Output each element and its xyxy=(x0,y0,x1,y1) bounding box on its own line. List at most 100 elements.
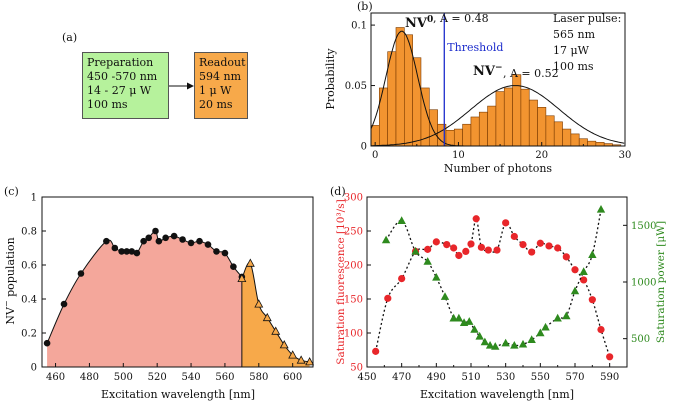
x-tick-label-c: 600 xyxy=(283,372,302,383)
fluorescence-marker xyxy=(477,243,485,251)
fluorescence-marker xyxy=(536,239,544,247)
y-tick-label-b: 0 xyxy=(361,142,367,153)
y-left-tick-label-d: 200 xyxy=(344,261,363,272)
power-marker xyxy=(518,339,528,348)
x-axis-label-c: Excitation wavelength [nm] xyxy=(101,388,255,401)
triangle-marker xyxy=(279,340,289,349)
nv0-label: NV0 xyxy=(405,15,433,31)
nvm-label: NV− xyxy=(473,63,503,79)
x-tick-label-b: 0 xyxy=(372,150,378,161)
plot-frame-c xyxy=(41,196,314,368)
triangle-marker xyxy=(254,299,264,308)
fluorescence-marker xyxy=(588,296,596,304)
power-marker xyxy=(562,311,571,320)
y-right-tick-label-d: 500 xyxy=(631,334,650,345)
x-tick-label-b: 10 xyxy=(452,150,465,161)
power-marker xyxy=(588,250,597,258)
circle-marker xyxy=(128,248,136,255)
fluorescence-marker xyxy=(493,246,501,254)
circle-marker xyxy=(155,237,163,245)
nvm-amplitude: , A = 0.52 xyxy=(503,67,559,80)
circle-marker xyxy=(60,300,68,308)
dotted-curve-right xyxy=(385,209,602,348)
fluorescence-marker xyxy=(384,294,392,302)
fluorescence-marker xyxy=(372,347,380,355)
x-tick-label-d: 450 xyxy=(357,372,376,383)
power-marker xyxy=(541,322,550,331)
fluorescence-marker xyxy=(424,245,432,253)
laser-pulse-line: 100 ms xyxy=(553,60,594,73)
y-left-tick-label-d: 250 xyxy=(344,227,363,238)
x-tick-label-b: 30 xyxy=(619,150,632,161)
readout-line2: 1 μ W xyxy=(199,84,232,97)
power-marker xyxy=(570,286,580,295)
triangle-marker xyxy=(288,350,298,359)
circle-marker xyxy=(213,248,220,255)
readout-box: Readout 594 nm 1 μ W 20 ms xyxy=(194,52,248,119)
x-tick-label-d: 550 xyxy=(531,372,550,383)
x-tick-label-c: 460 xyxy=(46,372,65,383)
preparation-title: Preparation xyxy=(87,56,154,69)
triangle-marker xyxy=(245,258,255,267)
circle-marker xyxy=(221,249,229,257)
preparation-line2: 14 - 27 μ W xyxy=(87,84,152,97)
circle-marker xyxy=(103,237,110,245)
circle-marker xyxy=(77,270,85,277)
triangle-marker xyxy=(271,326,281,335)
power-marker xyxy=(432,272,441,281)
x-tick-label-d: 530 xyxy=(496,372,515,383)
y-tick-label-c: 0 xyxy=(31,363,37,374)
readout-title: Readout xyxy=(199,56,246,69)
preparation-box: Preparation 450 -570 nm 14 - 27 μ W 100 … xyxy=(82,52,169,119)
power-marker xyxy=(465,317,474,325)
circle-marker xyxy=(204,241,212,248)
power-marker xyxy=(440,292,450,300)
circle-marker xyxy=(170,232,178,240)
nvm-fit-curve xyxy=(371,85,625,147)
x-tick-label-d: 570 xyxy=(565,372,584,383)
x-axis-label-d: Excitation wavelength [nm] xyxy=(420,388,574,401)
fluorescence-marker xyxy=(528,248,536,256)
fluorescence-marker xyxy=(545,242,553,250)
x-tick-label-d: 590 xyxy=(600,372,619,383)
power-marker xyxy=(397,216,406,224)
circle-marker xyxy=(133,249,141,257)
y-tick-label-c: 0.2 xyxy=(21,329,37,340)
y-left-tick-label-d: 100 xyxy=(344,329,363,340)
power-marker xyxy=(485,340,495,349)
x-tick-label-c: 480 xyxy=(80,372,99,383)
y-right-tick-label-d: 1000 xyxy=(631,278,656,289)
circle-marker xyxy=(43,339,51,347)
plot-frame-b xyxy=(370,12,626,147)
x-tick-label-d: 490 xyxy=(427,372,446,383)
circle-marker xyxy=(187,239,195,247)
y-axis-label-c: NV− population xyxy=(2,237,17,324)
power-marker xyxy=(527,335,536,343)
circle-marker xyxy=(118,248,125,255)
panel-d-label: (d) xyxy=(330,185,346,198)
threshold-label: Threshold xyxy=(447,41,503,54)
power-marker xyxy=(536,328,545,337)
x-tick-label-d: 470 xyxy=(392,372,411,383)
fluorescence-marker xyxy=(455,251,463,260)
x-tick-label-c: 580 xyxy=(249,372,268,383)
fluorescence-marker xyxy=(606,353,614,361)
readout-line1: 594 nm xyxy=(199,70,242,83)
power-marker xyxy=(553,313,562,322)
y-axis-label-b: Probability xyxy=(324,48,337,110)
triangle-marker xyxy=(237,273,247,283)
fluorescence-marker xyxy=(462,247,470,255)
y-left-tick-label-d: 150 xyxy=(344,295,363,306)
fluorescence-marker xyxy=(398,275,406,283)
circle-marker xyxy=(123,248,130,255)
circle-marker xyxy=(230,263,237,271)
nv0-amplitude: , A = 0.48 xyxy=(433,12,489,25)
fluorescence-marker xyxy=(502,219,510,227)
y-tick-label-c: 0.8 xyxy=(21,227,37,238)
triangle-marker xyxy=(305,357,315,366)
laser-pulse-line: 565 nm xyxy=(553,28,596,41)
readout-line3: 20 ms xyxy=(199,98,233,111)
